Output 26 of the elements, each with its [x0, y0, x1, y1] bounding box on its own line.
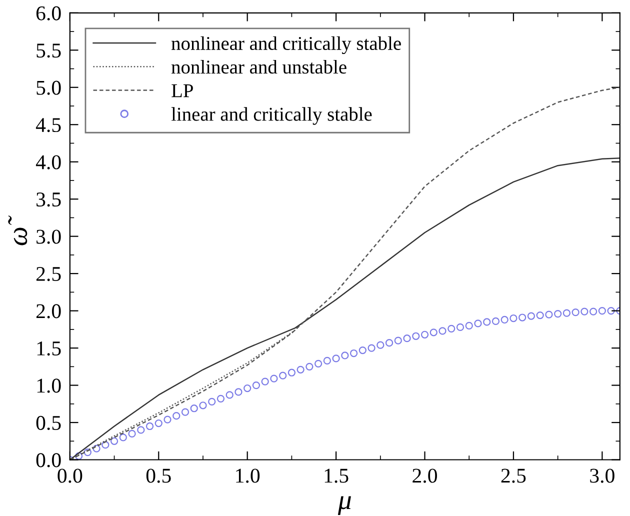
y-tick-label: 0.0	[36, 453, 61, 468]
x-tick-label: 2.0	[412, 468, 437, 483]
y-tick-label: 2.5	[36, 267, 61, 282]
y-tick-label: 4.0	[36, 155, 61, 170]
y-tick-label: 4.5	[36, 118, 61, 132]
y-tick-label: 3.0	[36, 230, 61, 244]
y-tick-label: 5.5	[36, 44, 61, 58]
y-axis-title: ω̃	[8, 216, 28, 246]
x-tick-label: 2.5	[501, 468, 526, 483]
x-tick-label: 1.0	[236, 468, 260, 483]
x-tick-label: 0.0	[58, 468, 82, 483]
x-tick-label: 0.5	[146, 468, 171, 483]
x-tick-label: 3.0	[590, 468, 614, 483]
legend-label: nonlinear and critically stable	[171, 36, 401, 54]
y-tick-label: 5.0	[36, 80, 61, 95]
legend-label: LP	[172, 84, 193, 98]
y-tick-label: 1.0	[37, 378, 61, 393]
legend-label: nonlinear and unstable	[171, 60, 346, 74]
y-tick-label: 3.5	[36, 192, 61, 207]
legend-label: linear and critically stable	[171, 107, 372, 125]
y-tick-label: 1.5	[37, 342, 61, 356]
y-tick-label: 2.0	[36, 304, 61, 318]
y-tick-label: 0.5	[36, 416, 61, 430]
x-axis-title: μ	[338, 496, 351, 515]
x-tick-label: 1.5	[324, 468, 348, 483]
y-tick-label: 6.0	[36, 6, 61, 20]
